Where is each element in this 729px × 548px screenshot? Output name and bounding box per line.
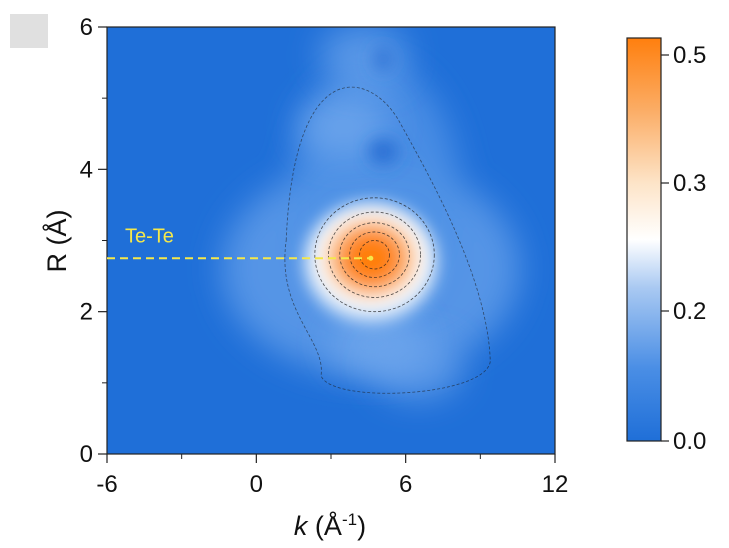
y-axis: 0 2 4 6 (80, 14, 107, 468)
minimum-spot (373, 46, 394, 72)
x-axis-title-unit: (Å (307, 510, 342, 541)
y-tick-label: 0 (80, 441, 93, 468)
colorbar-tick-label: 0.5 (673, 42, 706, 69)
x-tick-label: -6 (96, 471, 117, 498)
y-tick-label: 4 (80, 156, 93, 183)
contour-lines (284, 86, 491, 394)
y-tick-label: 6 (80, 14, 93, 41)
heatmap-intensity-layers (221, 27, 521, 401)
te-te-label: Te-Te (125, 225, 174, 247)
x-tick-label: 0 (250, 471, 263, 498)
y-tick-label: 2 (80, 299, 93, 326)
te-te-peak-marker (368, 255, 374, 261)
colorbar-tick-label: 0.2 (673, 298, 706, 325)
heatmap-core (303, 201, 439, 323)
contour-outer (284, 86, 491, 394)
x-axis-title-close: ) (357, 511, 366, 541)
x-axis: -6 0 6 12 (96, 454, 568, 498)
colorbar-tick-label: 0.0 (673, 428, 706, 455)
contour-ring (314, 197, 435, 313)
secondary-peak (318, 27, 409, 88)
secondary-peak-ellipse (298, 94, 389, 159)
contour-ring (359, 240, 390, 270)
secondary-peak (373, 336, 463, 401)
colorbar-tick-label: 0.3 (673, 170, 706, 197)
contour-ring (328, 211, 421, 298)
secondary-peak-ellipse (373, 336, 463, 401)
heatmap-area (107, 27, 555, 454)
x-tick-label: 6 (399, 471, 412, 498)
x-axis-title-k: k (294, 511, 309, 541)
x-axis-title-exponent: -1 (342, 510, 357, 529)
heatmap-minima (368, 46, 399, 165)
contour-ring (349, 231, 400, 278)
secondary-peak-ellipse (318, 27, 409, 88)
y-axis-title: R (Å) (41, 210, 72, 273)
te-te-annotation: Te-Te (107, 225, 374, 261)
minimum-spot (368, 138, 399, 165)
colorbar-ticks: 0.0 0.2 0.3 0.5 (661, 42, 706, 455)
secondary-peak (298, 94, 389, 159)
colorbar-gradient (626, 37, 662, 442)
colorbar: 0.0 0.2 0.3 0.5 (626, 37, 706, 455)
panel-marker (10, 14, 48, 48)
x-axis-title: k (Å-1) (294, 510, 366, 541)
x-tick-label: 12 (542, 471, 569, 498)
contour-ring (339, 222, 410, 288)
